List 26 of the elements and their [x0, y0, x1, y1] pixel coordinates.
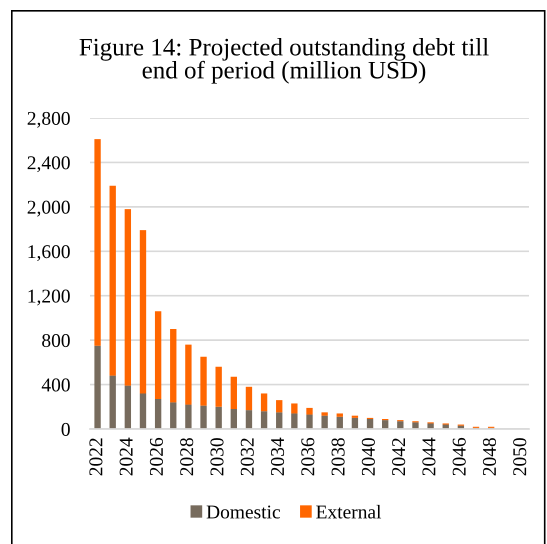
x-tick-label: 2038 [332, 438, 345, 476]
x-tick-label: 2024 [120, 438, 133, 476]
x-tick-label: 2046 [452, 438, 466, 476]
y-tick-label: 400 [42, 378, 70, 392]
x-tick-label: 2050 [513, 438, 526, 476]
x-tick-label: 2044 [422, 438, 436, 476]
y-tick-label: 1,600 [28, 245, 70, 262]
x-tick-label: 2030 [210, 438, 224, 476]
x-tick-label: 2022 [89, 438, 102, 476]
x-tick-label: 2036 [301, 438, 314, 476]
y-tick-label: 2,400 [28, 156, 70, 172]
x-tick-label: 2028 [180, 438, 194, 476]
x-tick-label: 2048 [482, 438, 496, 476]
x-tick-label: 2040 [362, 438, 375, 476]
y-tick-label: 800 [42, 334, 70, 348]
legend-label: Domestic [206, 505, 280, 519]
legend-label: External [316, 504, 382, 519]
y-tick-label: 2,000 [28, 200, 70, 217]
y-tick-label: 0 [62, 422, 70, 436]
y-tick-label: 2,800 [28, 112, 70, 128]
x-tick-label: 2042 [392, 438, 406, 476]
chart-title: Figure 14: Projected outstanding debt till end of period (million USD) [80, 38, 489, 84]
y-tick-label: 1,200 [28, 290, 70, 306]
x-tick-label: 2034 [270, 438, 284, 476]
x-tick-label: 2026 [150, 438, 163, 476]
x-tick-label: 2032 [240, 438, 254, 476]
